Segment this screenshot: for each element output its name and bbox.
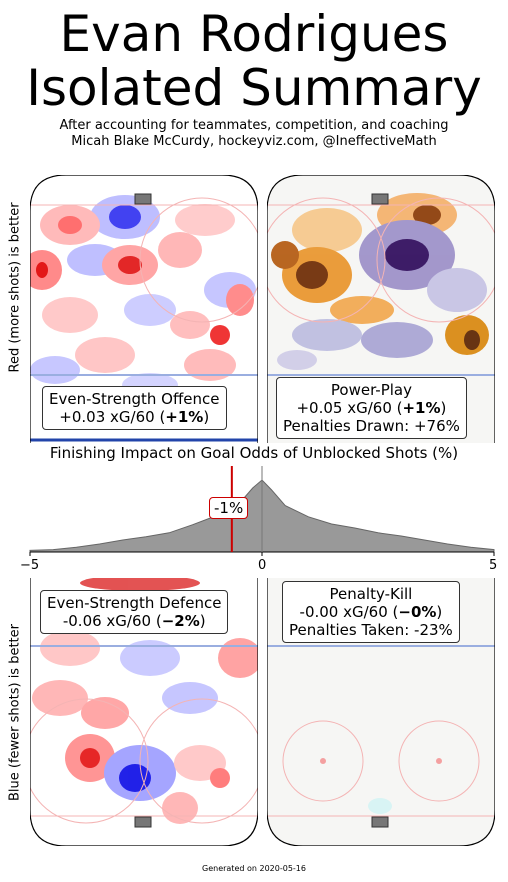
- finishing-title: Finishing Impact on Goal Odds of Unblock…: [49, 444, 459, 462]
- power-play-box: Power-Play +0.05 xG/60 (+1%) Penalties D…: [276, 377, 467, 439]
- title-line-2: Isolated Summary: [26, 59, 482, 117]
- subtitle-line-1: After accounting for teammates, competit…: [59, 118, 449, 133]
- es-offence-value: +0.03 xG/60 (+1%): [59, 408, 210, 426]
- penalty-kill-title: Penalty-Kill: [329, 585, 413, 603]
- penalties-taken: Penalties Taken: -23%: [289, 621, 453, 639]
- es-defence-title: Even-Strength Defence: [47, 594, 222, 612]
- finishing-density-chart: [29, 466, 495, 556]
- es-offence-box: Even-Strength Offence +0.03 xG/60 (+1%): [42, 386, 227, 430]
- y-label-bottom: Blue (fewer shots) is better: [7, 624, 23, 801]
- title-line-1: Evan Rodrigues: [59, 5, 449, 63]
- tick-label-min: −5: [20, 558, 40, 573]
- es-defence-box: Even-Strength Defence -0.06 xG/60 (−2%): [40, 590, 229, 634]
- es-defence-value: -0.06 xG/60 (−2%): [62, 612, 206, 630]
- penalty-kill-box: Penalty-Kill -0.00 xG/60 (−0%) Penalties…: [282, 581, 460, 643]
- heatmap-blobs: [271, 193, 489, 370]
- player-value-label: -1%: [209, 497, 249, 519]
- tick-label-zero: 0: [258, 558, 267, 573]
- y-label-top: Red (more shots) is better: [7, 202, 23, 373]
- penalties-drawn: Penalties Drawn: +76%: [283, 417, 460, 435]
- subtitle-line-2: Micah Blake McCurdy, hockeyviz.com, @Ine…: [71, 134, 437, 149]
- power-play-value: +0.05 xG/60 (+1%): [296, 399, 447, 417]
- penalty-kill-value: -0.00 xG/60 (−0%): [299, 603, 443, 621]
- footer-generated: Generated on 2020-05-16: [202, 864, 306, 873]
- tick-label-max: 5: [489, 558, 498, 573]
- power-play-title: Power-Play: [330, 381, 412, 399]
- es-offence-title: Even-Strength Offence: [49, 390, 220, 408]
